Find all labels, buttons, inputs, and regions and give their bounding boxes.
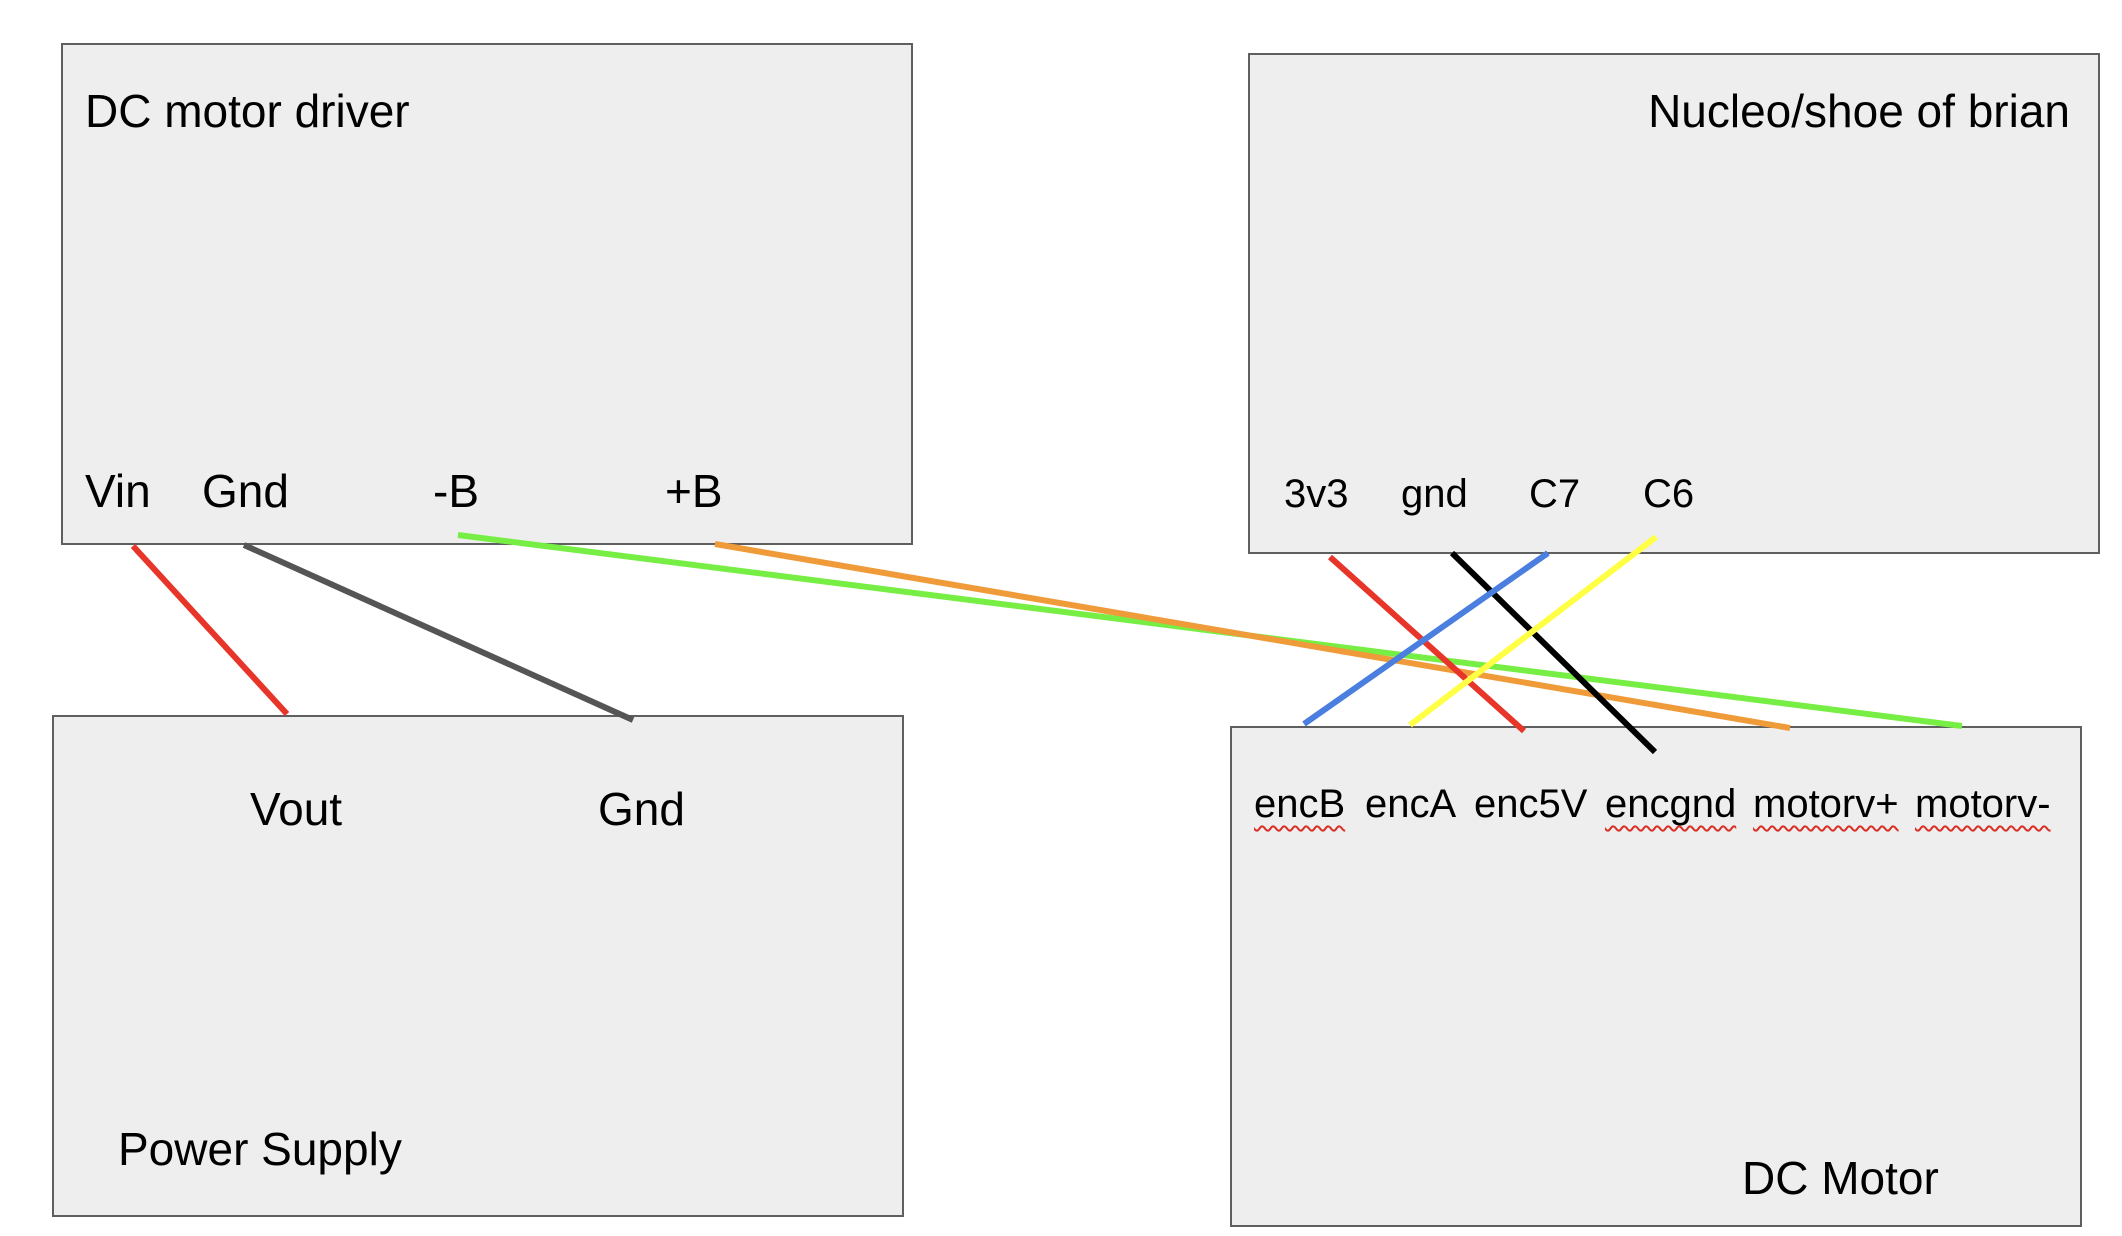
driver-pin-gnd: Gnd [202,465,289,517]
motor-pin-encgnd: encgnd [1605,782,1737,826]
motor-pin-encb: encB [1254,782,1346,826]
nucleo-pin-c6: C6 [1643,472,1695,516]
wire-c6-to-enca [1408,534,1658,728]
nucleo-box [1248,53,2100,554]
motor-title: DC Motor [1742,1152,1939,1204]
driver-pin-neg-b: -B [433,465,479,517]
wire-gnd-to-gnd [242,542,635,723]
wire-c7-to-encb [1302,550,1550,727]
wire-gnd-to-encgnd [1449,550,1658,755]
driver-pin-pos-b: +B [665,465,723,517]
driver-title: DC motor driver [85,85,410,137]
dc-motor-driver-box [61,43,913,545]
wire-vin-to-vout [130,543,290,717]
driver-pin-vin: Vin [85,465,151,517]
power-supply-box [52,715,904,1217]
motor-pin-motorv-pos: motorv+ [1753,782,1899,826]
power-pin-gnd: Gnd [598,783,685,835]
motor-pin-enca: encA [1365,782,1457,826]
nucleo-pin-3v3: 3v3 [1284,472,1349,516]
dc-motor-box [1230,726,2082,1227]
motor-pin-motorv-neg: motorv- [1915,782,2051,826]
nucleo-pin-c7: C7 [1529,472,1581,516]
wire-neg-b-to-motorv-neg [457,532,1963,729]
motor-pin-enc5v: enc5V [1474,782,1588,826]
power-pin-vout: Vout [250,783,343,835]
wire-3v3-to-enc5v [1327,554,1527,734]
nucleo-title: Nucleo/shoe of brian [1648,85,2070,137]
power-title: Power Supply [118,1123,402,1175]
wire-pos-b-to-motorv-pos [714,541,1791,731]
nucleo-pin-gnd: gnd [1401,472,1468,516]
